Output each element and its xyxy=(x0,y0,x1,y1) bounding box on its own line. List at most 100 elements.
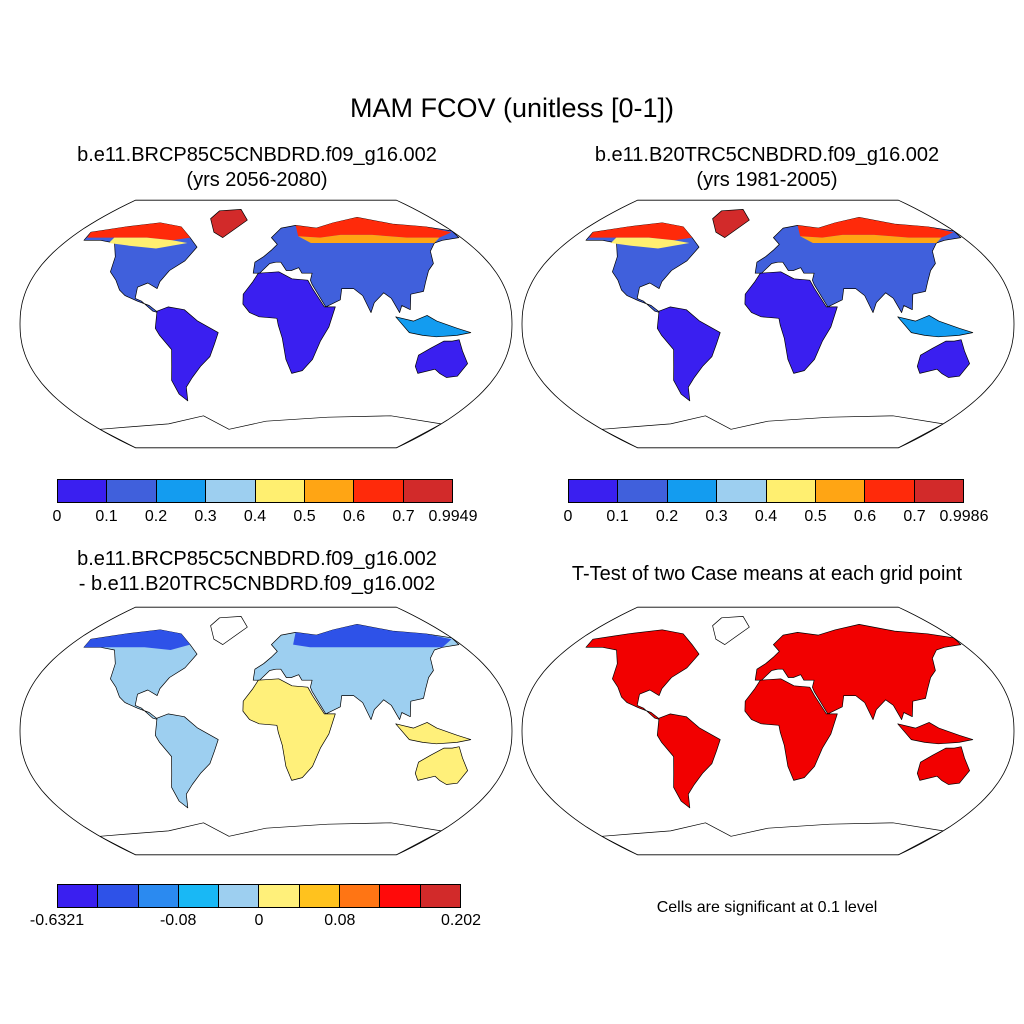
colorbar-tick-label: 0.3 xyxy=(705,508,728,525)
colorbar-swatch xyxy=(914,480,963,502)
colorbar-swatch xyxy=(380,885,421,907)
colorbar-tick-label: 0.4 xyxy=(243,508,267,525)
panel2-colorbar xyxy=(568,479,964,503)
continent-greenland xyxy=(712,209,750,238)
panel4-title: T-Test of two Case means at each grid po… xyxy=(571,563,963,585)
colorbar-swatch xyxy=(58,885,99,907)
colorbar-tick-label: 0.6 xyxy=(342,508,366,525)
continent-antarctica xyxy=(601,822,944,855)
panel1-map xyxy=(19,199,513,449)
colorbar-swatch xyxy=(259,885,300,907)
main-title: MAM FCOV (unitless [0-1]) xyxy=(349,93,675,123)
panel1-colorbar-labels: 0 0.1 0.2 0.3 0.4 0.5 0.6 0.7 0.9949 xyxy=(53,508,478,528)
continent-south-america xyxy=(656,713,721,809)
panel1-colorbar xyxy=(57,479,453,503)
arctic-band-eurasia xyxy=(295,217,452,238)
panel3-title: b.e11.BRCP85C5CNBDRD.f09_g16.002 xyxy=(77,548,437,570)
map-outline xyxy=(19,199,513,449)
arctic-band-north-america xyxy=(87,222,191,241)
arctic-decrease-eurasia xyxy=(293,624,452,648)
continent-southeast-asia-islands xyxy=(395,722,472,745)
colorbar-tick-label: 0 xyxy=(563,508,573,525)
map-land-layer xyxy=(83,616,472,855)
continent-africa xyxy=(744,678,838,781)
colorbar-tick-label: 0.4 xyxy=(754,508,778,525)
colorbar-tick-label: 0 xyxy=(52,508,62,525)
panel2-title: b.e11.B20TRC5CNBDRD.f09_g16.002 xyxy=(594,144,940,166)
colorbar-tick-label: 0.5 xyxy=(804,508,827,525)
map-land-layer xyxy=(585,616,974,855)
panel2-subtitle: (yrs 1981-2005) xyxy=(696,169,838,191)
panel3-map xyxy=(19,606,513,856)
colorbar-swatch xyxy=(178,885,220,907)
continent-southeast-asia-islands xyxy=(897,315,974,338)
map-outline xyxy=(521,606,1015,856)
colorbar-swatch xyxy=(865,480,915,502)
map-land-layer xyxy=(83,209,472,448)
colorbar-swatch xyxy=(58,480,108,502)
continent-africa xyxy=(242,271,336,374)
continent-antarctica xyxy=(99,822,442,855)
continent-africa xyxy=(242,678,336,781)
colorbar-tick-label: 0.6 xyxy=(853,508,877,525)
continent-southeast-asia-islands xyxy=(897,722,974,745)
continent-australia xyxy=(414,746,468,785)
colorbar-tick-label: 0.2 xyxy=(655,508,679,525)
colorbar-swatch xyxy=(403,480,452,502)
panel1-subtitle: (yrs 2056-2080) xyxy=(186,169,328,191)
colorbar-tick-label: 0.5 xyxy=(293,508,316,525)
continent-southeast-asia-islands xyxy=(395,315,472,338)
colorbar-swatch xyxy=(717,480,767,502)
arctic-band-eurasia xyxy=(797,217,954,238)
continent-greenland xyxy=(712,616,750,645)
arctic-band-north-america xyxy=(589,222,693,241)
colorbar-tick-label: 0.9949 xyxy=(428,508,478,525)
colorbar-swatch xyxy=(299,885,341,907)
colorbar-swatch xyxy=(304,480,355,502)
colorbar-swatch xyxy=(420,885,460,907)
panel2-map xyxy=(521,199,1015,449)
panel3-colorbar xyxy=(57,884,461,908)
map-outline xyxy=(521,199,1015,449)
colorbar-swatch xyxy=(815,480,866,502)
continent-africa xyxy=(744,271,838,374)
colorbar-swatch xyxy=(255,480,305,502)
colorbar-swatch xyxy=(354,480,404,502)
colorbar-tick-label: 0.202 xyxy=(440,912,482,929)
colorbar-swatch xyxy=(340,885,381,907)
panel2-colorbar-labels: 0 0.1 0.2 0.3 0.4 0.5 0.6 0.7 0.9986 xyxy=(564,508,989,528)
continent-australia xyxy=(916,339,970,378)
panel3-colorbar-labels: -0.6321 -0.08 0 0.08 0.202 xyxy=(30,912,481,932)
colorbar-swatch xyxy=(107,480,157,502)
continent-greenland xyxy=(210,616,248,645)
colorbar-swatch xyxy=(138,885,179,907)
panel4-map xyxy=(521,606,1015,856)
colorbar-tick-label: 0.1 xyxy=(606,508,629,525)
continent-eurasia xyxy=(754,624,962,720)
colorbar-swatch xyxy=(98,885,139,907)
colorbar-swatch xyxy=(667,480,718,502)
arctic-decrease-north-america xyxy=(83,629,191,650)
colorbar-tick-label: 0.3 xyxy=(194,508,217,525)
boreal-band-eurasia xyxy=(298,234,440,243)
colorbar-swatch xyxy=(618,480,668,502)
colorbar-tick-label: 0.7 xyxy=(903,508,926,525)
continent-australia xyxy=(916,746,970,785)
continent-greenland xyxy=(210,209,248,238)
map-land-layer xyxy=(585,209,974,448)
colorbar-tick-label: 0.1 xyxy=(95,508,118,525)
panel3-subtitle: - b.e11.B20TRC5CNBDRD.f09_g16.002 xyxy=(78,573,436,595)
continent-south-america xyxy=(656,306,721,402)
panel4-significance-note: Cells are significant at 0.1 level xyxy=(656,899,878,916)
map-outline xyxy=(19,606,513,856)
colorbar-tick-label: 0.2 xyxy=(144,508,168,525)
colorbar-tick-label: -0.6321 xyxy=(29,912,85,929)
continent-north-america xyxy=(83,629,198,720)
colorbar-tick-label: 0.7 xyxy=(392,508,415,525)
continent-antarctica xyxy=(99,415,442,448)
colorbar-swatch xyxy=(766,480,816,502)
panel1-title: b.e11.BRCP85C5CNBDRD.f09_g16.002 xyxy=(77,144,437,166)
colorbar-swatch xyxy=(219,885,260,907)
colorbar-tick-label: 0 xyxy=(254,912,264,929)
continent-australia xyxy=(414,339,468,378)
